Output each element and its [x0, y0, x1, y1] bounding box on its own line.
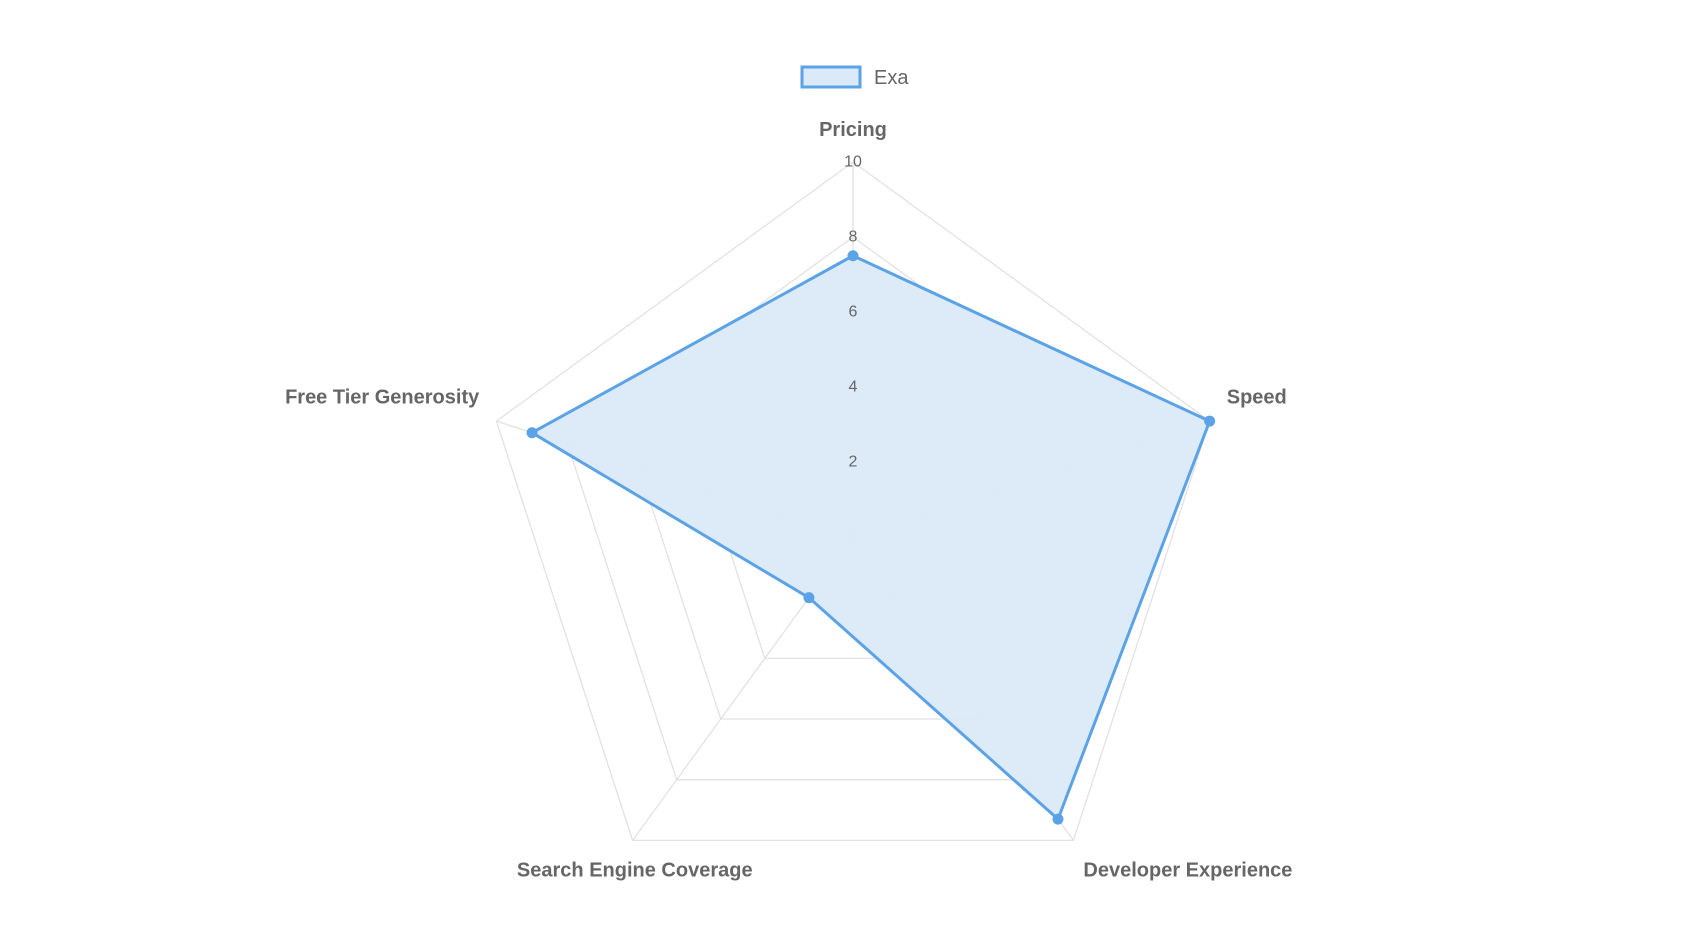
- radar-series: [526, 250, 1216, 825]
- axis-label-speed: Speed: [1227, 387, 1287, 409]
- tick-label-6: 6: [849, 304, 858, 321]
- data-point-developer-experience[interactable]: [1052, 813, 1064, 825]
- grid-ring-10: [495, 161, 1211, 842]
- axis-label-search-engine-coverage: Search Engine Coverage: [517, 859, 753, 881]
- tick-label-8: 8: [849, 229, 858, 246]
- legend-label-exa[interactable]: Exa: [874, 67, 909, 89]
- data-point-speed[interactable]: [1204, 415, 1216, 427]
- legend-swatch-exa[interactable]: [800, 65, 862, 89]
- legend[interactable]: Exa: [800, 65, 909, 89]
- tick-label-4: 4: [849, 379, 858, 396]
- radar-ticks: 2 4 6 8 10: [844, 154, 862, 471]
- tick-label-2: 2: [849, 454, 858, 471]
- series-area-exa: [530, 254, 1212, 821]
- data-point-search-engine-coverage[interactable]: [803, 592, 815, 604]
- axis-label-pricing: Pricing: [819, 119, 887, 141]
- data-point-free-tier-generosity[interactable]: [526, 427, 538, 439]
- axis-label-free-tier-generosity: Free Tier Generosity: [285, 387, 480, 409]
- radar-axis-labels: Pricing Speed Developer Experience Search E…: [285, 119, 1292, 881]
- tick-label-10: 10: [844, 154, 862, 171]
- axis-label-developer-experience: Developer Experience: [1083, 859, 1292, 881]
- data-point-pricing[interactable]: [847, 250, 859, 262]
